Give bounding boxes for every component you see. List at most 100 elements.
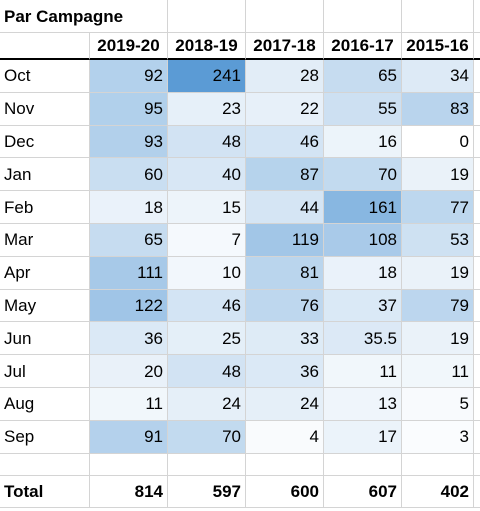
cell[interactable] (168, 454, 246, 476)
column-header-2016-17[interactable]: 2016-17 (324, 33, 402, 60)
value-cell[interactable]: 20 (90, 355, 168, 388)
value-cell[interactable]: 17 (324, 420, 402, 454)
value-cell[interactable]: 122 (90, 289, 168, 323)
cell[interactable] (474, 421, 480, 454)
value-cell[interactable]: 46 (246, 125, 324, 159)
value-cell[interactable]: 92 (90, 60, 168, 93)
value-cell[interactable]: 241 (168, 60, 246, 93)
column-header-2017-18[interactable]: 2017-18 (246, 33, 324, 60)
value-cell[interactable]: 46 (168, 289, 246, 323)
value-cell[interactable]: 79 (402, 289, 474, 323)
value-cell[interactable]: 95 (90, 92, 168, 126)
row-label[interactable]: Dec (0, 125, 90, 159)
value-cell[interactable]: 7 (168, 224, 246, 257)
value-cell[interactable]: 25 (168, 322, 246, 356)
row-label[interactable]: Mar (0, 224, 90, 257)
total-value-2018-19[interactable]: 597 (168, 476, 246, 508)
row-label[interactable]: Oct (0, 60, 90, 93)
value-cell[interactable]: 24 (246, 388, 324, 421)
value-cell[interactable]: 33 (246, 322, 324, 356)
value-cell[interactable]: 161 (324, 191, 402, 224)
value-cell[interactable]: 48 (168, 355, 246, 388)
cell[interactable] (402, 454, 474, 476)
value-cell[interactable]: 10 (168, 256, 246, 290)
cell[interactable] (0, 454, 90, 476)
value-cell[interactable]: 91 (90, 420, 168, 454)
value-cell[interactable]: 119 (246, 224, 324, 257)
value-cell[interactable]: 15 (168, 191, 246, 224)
column-header-2018-19[interactable]: 2018-19 (168, 33, 246, 60)
row-label[interactable]: Aug (0, 388, 90, 421)
cell[interactable] (474, 126, 480, 159)
cell[interactable] (474, 0, 480, 33)
cell[interactable] (474, 158, 480, 192)
value-cell[interactable]: 28 (246, 60, 324, 93)
value-cell[interactable]: 11 (402, 355, 474, 388)
total-value-2019-20[interactable]: 814 (90, 476, 168, 508)
value-cell[interactable]: 93 (90, 125, 168, 159)
row-label[interactable]: Sep (0, 420, 90, 454)
row-label[interactable]: Apr (0, 256, 90, 290)
cell[interactable] (324, 0, 402, 33)
value-cell[interactable]: 16 (324, 125, 402, 159)
cell[interactable] (324, 454, 402, 476)
header-corner-cell[interactable] (0, 33, 90, 60)
cell[interactable] (474, 191, 480, 224)
cell[interactable] (474, 322, 480, 356)
total-label[interactable]: Total (0, 476, 90, 508)
value-cell[interactable]: 44 (246, 191, 324, 224)
total-value-2016-17[interactable]: 607 (324, 476, 402, 508)
cell[interactable] (168, 0, 246, 33)
value-cell[interactable]: 18 (90, 191, 168, 224)
value-cell[interactable]: 4 (246, 420, 324, 454)
value-cell[interactable]: 70 (168, 420, 246, 454)
value-cell[interactable]: 83 (402, 92, 474, 126)
cell[interactable] (474, 33, 480, 60)
cell[interactable] (246, 454, 324, 476)
value-cell[interactable]: 53 (402, 224, 474, 257)
cell[interactable] (90, 454, 168, 476)
value-cell[interactable]: 40 (168, 158, 246, 192)
cell[interactable] (474, 454, 480, 476)
value-cell[interactable]: 111 (90, 256, 168, 290)
value-cell[interactable]: 55 (324, 92, 402, 126)
value-cell[interactable]: 65 (324, 60, 402, 93)
column-header-2019-20[interactable]: 2019-20 (90, 33, 168, 60)
value-cell[interactable]: 19 (402, 158, 474, 192)
value-cell[interactable]: 0 (402, 125, 474, 159)
cell[interactable] (246, 0, 324, 33)
cell[interactable] (474, 93, 480, 126)
cell[interactable] (474, 476, 480, 508)
value-cell[interactable]: 19 (402, 256, 474, 290)
value-cell[interactable]: 77 (402, 191, 474, 224)
value-cell[interactable]: 36 (90, 322, 168, 356)
value-cell[interactable]: 76 (246, 289, 324, 323)
value-cell[interactable]: 18 (324, 256, 402, 290)
value-cell[interactable]: 37 (324, 289, 402, 323)
column-header-2015-16[interactable]: 2015-16 (402, 33, 474, 60)
row-label[interactable]: Nov (0, 92, 90, 126)
value-cell[interactable]: 24 (168, 388, 246, 421)
value-cell[interactable]: 60 (90, 158, 168, 192)
value-cell[interactable]: 35.5 (324, 322, 402, 356)
value-cell[interactable]: 34 (402, 60, 474, 93)
value-cell[interactable]: 36 (246, 355, 324, 388)
value-cell[interactable]: 19 (402, 322, 474, 356)
value-cell[interactable]: 11 (324, 355, 402, 388)
value-cell[interactable]: 81 (246, 256, 324, 290)
row-label[interactable]: May (0, 289, 90, 323)
value-cell[interactable]: 3 (402, 420, 474, 454)
total-value-2017-18[interactable]: 600 (246, 476, 324, 508)
row-label[interactable]: Feb (0, 191, 90, 224)
total-value-2015-16[interactable]: 402 (402, 476, 474, 508)
value-cell[interactable]: 87 (246, 158, 324, 192)
cell[interactable] (402, 0, 474, 33)
cell[interactable] (474, 224, 480, 257)
row-label[interactable]: Jul (0, 355, 90, 388)
value-cell[interactable]: 11 (90, 388, 168, 421)
sheet-title-cell[interactable]: Par Campagne (0, 0, 168, 33)
value-cell[interactable]: 13 (324, 388, 402, 421)
cell[interactable] (474, 290, 480, 323)
value-cell[interactable]: 23 (168, 92, 246, 126)
cell[interactable] (474, 355, 480, 388)
